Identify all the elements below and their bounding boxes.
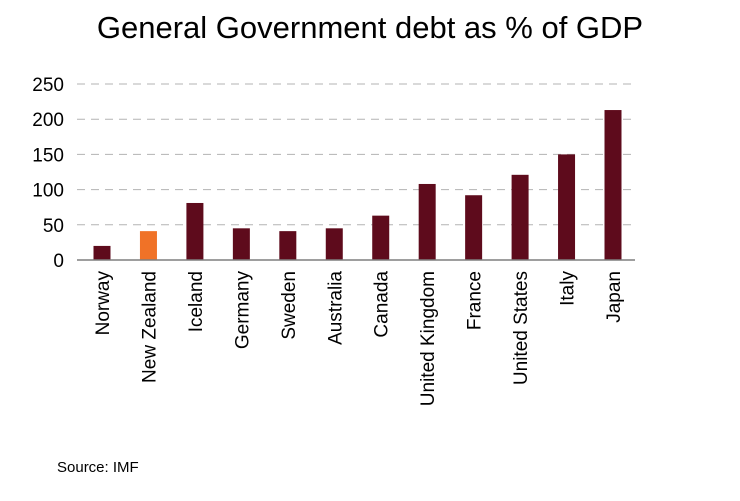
bar-japan — [604, 110, 622, 260]
x-tick-label: Italy — [558, 271, 579, 306]
grid-lines — [77, 83, 635, 226]
bar-germany — [232, 228, 250, 260]
x-tick-label: United States — [511, 271, 532, 385]
bar-iceland — [186, 202, 204, 260]
bar-united-states — [511, 174, 529, 260]
chart-title: General Government debt as % of GDP — [96, 10, 644, 45]
y-tick-label: 100 — [32, 181, 64, 202]
bar-new-zealand — [139, 231, 157, 260]
x-tick-label: Iceland — [186, 271, 207, 332]
bar-france — [465, 195, 483, 260]
bar-united-kingdom — [418, 183, 436, 260]
x-tick-label: Norway — [93, 271, 114, 336]
x-tick-label: Japan — [604, 271, 625, 323]
bars — [93, 110, 622, 260]
y-tick-label: 150 — [32, 145, 64, 166]
y-tick-label: 0 — [53, 251, 64, 272]
y-tick-label: 200 — [32, 110, 64, 131]
y-tick-label: 50 — [43, 216, 64, 237]
source-note: Source: IMF — [57, 459, 139, 476]
x-tick-label: Sweden — [279, 271, 300, 340]
x-tick-label: Canada — [372, 271, 393, 338]
bar-norway — [93, 245, 111, 260]
x-tick-label: Germany — [232, 271, 253, 350]
y-axis-tick-labels: 0 50 100 150 200 250 — [32, 75, 64, 272]
x-axis-tick-labels: Norway New Zealand Iceland Germany Sweden Aus… — [93, 271, 625, 407]
x-tick-label: United Kingdom — [418, 271, 439, 406]
bar-sweden — [279, 231, 297, 260]
bar-canada — [372, 215, 390, 260]
bar-australia — [325, 228, 343, 260]
x-tick-label: France — [465, 271, 486, 330]
x-tick-label: Australia — [325, 271, 346, 345]
x-tick-label: New Zealand — [139, 271, 160, 383]
bar-italy — [558, 154, 576, 260]
y-tick-label: 250 — [32, 75, 64, 96]
